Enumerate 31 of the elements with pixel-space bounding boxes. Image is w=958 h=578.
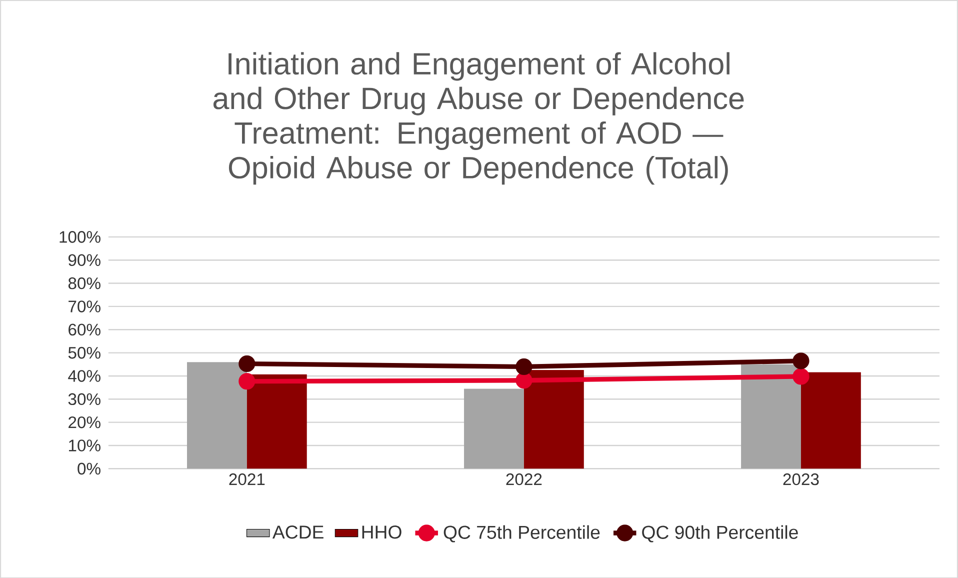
- x-tick-label: 2023: [783, 473, 819, 485]
- point: [238, 372, 256, 390]
- point: [238, 355, 256, 372]
- point: [792, 368, 810, 385]
- point: [516, 372, 532, 389]
- y-tick-label: 50%: [68, 346, 100, 358]
- legend-label: QC 75th Percentile: [444, 525, 600, 542]
- legend-label: ACDE: [272, 525, 324, 539]
- y-tick-label: 90%: [68, 254, 100, 266]
- y-tick-label: 20%: [68, 416, 100, 428]
- bar: [741, 364, 801, 468]
- legend-label: HHO: [362, 525, 402, 539]
- y-tick-label: 40%: [68, 370, 100, 382]
- bar: [186, 362, 247, 468]
- x-tick-label: 2022: [506, 473, 542, 485]
- y-tick-label: 70%: [68, 300, 100, 312]
- bar: [464, 388, 524, 468]
- y-tick-label: 80%: [68, 277, 100, 289]
- chart-title: Initiation and Engagement of Alcohol and Other Drug Abuse or Dependence Treatment: Engagement of AOD — Opioid Abuse or Dependence (Total): [213, 52, 744, 184]
- bar: [800, 372, 861, 468]
- y-tick-label: 0%: [78, 462, 100, 474]
- y-tick-label: 30%: [68, 393, 100, 405]
- y-tick-label: 60%: [68, 324, 100, 336]
- bar: [246, 374, 307, 468]
- bar: [524, 370, 584, 468]
- y-tick-label: 100%: [60, 230, 100, 243]
- y-tick-label: 10%: [69, 439, 100, 452]
- point: [792, 352, 810, 370]
- point: [516, 358, 532, 375]
- legend-label: QC 90th Percentile: [642, 525, 798, 542]
- x-tick-label: 2021: [229, 473, 265, 485]
